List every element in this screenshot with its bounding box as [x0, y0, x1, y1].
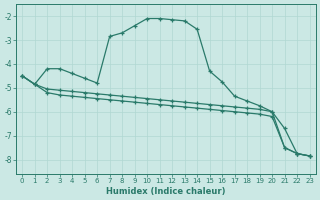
X-axis label: Humidex (Indice chaleur): Humidex (Indice chaleur) — [106, 187, 226, 196]
